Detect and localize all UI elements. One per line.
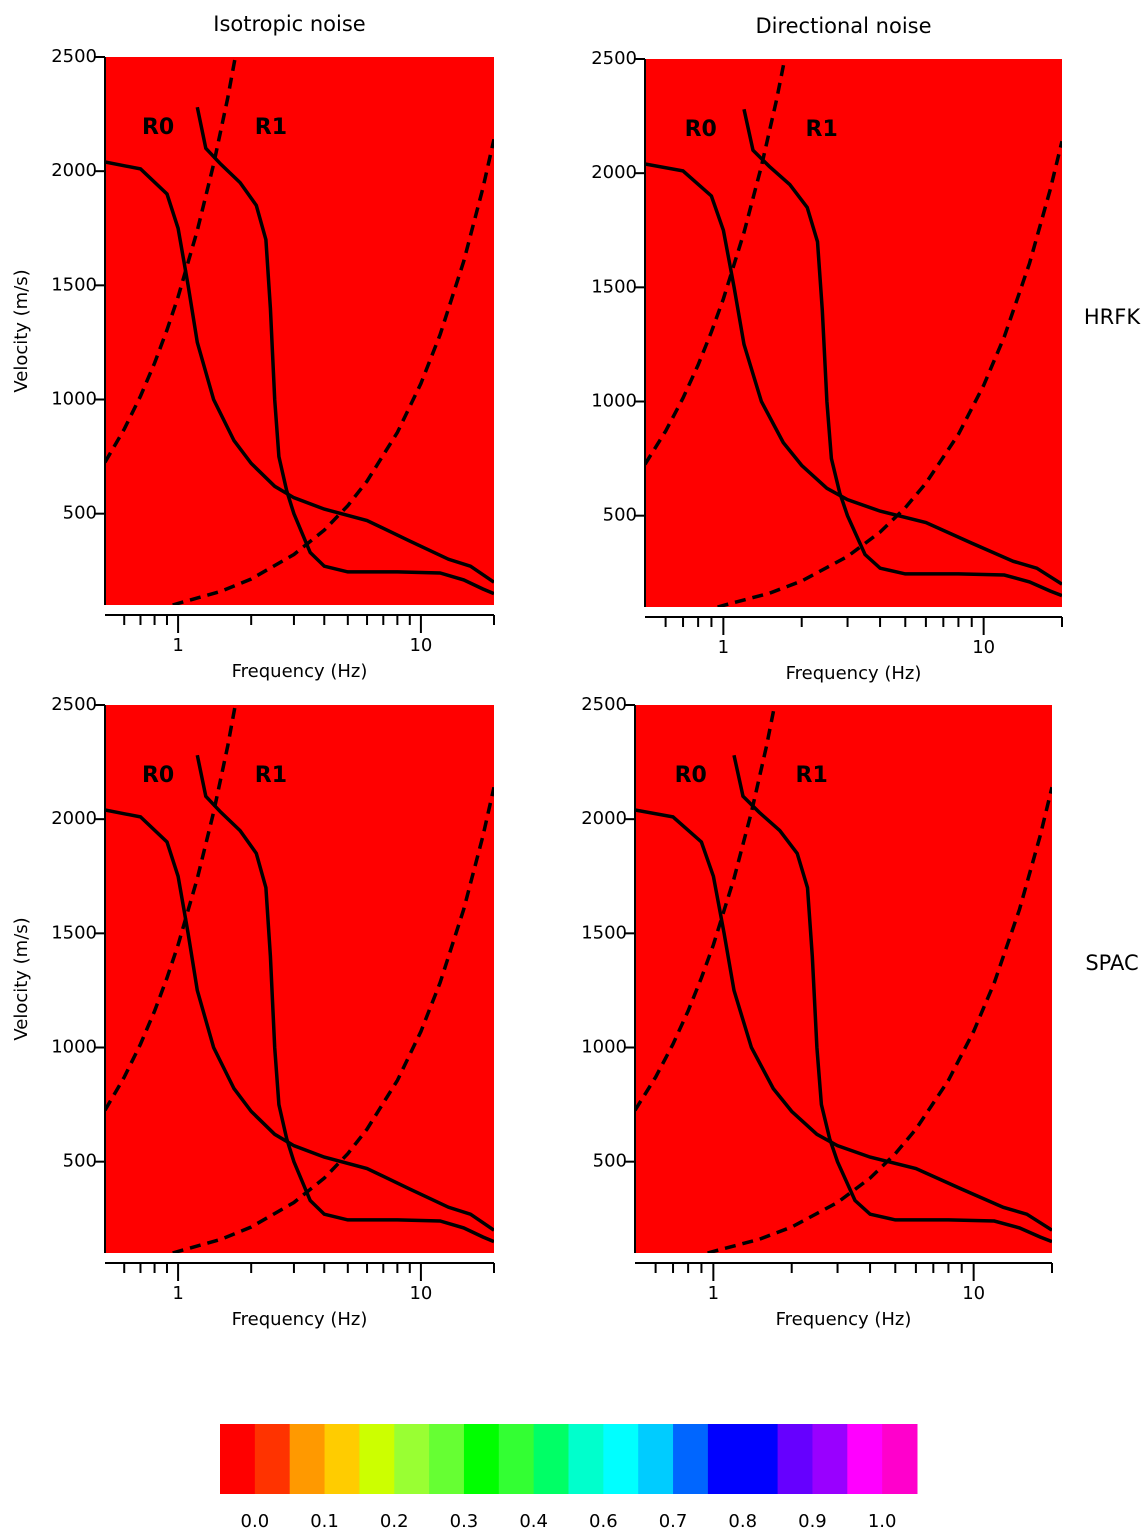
- dashed-curve: [717, 140, 1062, 607]
- y-tick-label: 1500: [581, 922, 627, 943]
- y-tick-label: 1000: [51, 389, 97, 410]
- colorbar-label: 0.0: [241, 1511, 270, 1532]
- dispersion-curve: [105, 808, 494, 1232]
- color-swatch: [533, 1424, 569, 1494]
- y-axis-label: Velocity (m/s): [11, 917, 32, 1040]
- dispersion-curve: [195, 754, 494, 1244]
- y-tick-label: 500: [603, 505, 637, 526]
- y-tick-label: 1000: [581, 1037, 627, 1058]
- colorbar-label: 1.0: [868, 1511, 897, 1532]
- color-swatch: [882, 1424, 918, 1494]
- y-axis-label: Velocity (m/s): [11, 269, 32, 392]
- y-tick-label: 2000: [581, 808, 627, 829]
- curve-label: R1: [806, 117, 838, 142]
- x-axis-label: Frequency (Hz): [232, 1309, 368, 1330]
- x-axis-label: Frequency (Hz): [776, 1309, 912, 1330]
- x-tick-label: 10: [409, 1283, 432, 1304]
- color-swatch: [220, 1424, 256, 1494]
- color-swatch: [847, 1424, 883, 1494]
- y-tick-label: 1500: [51, 274, 97, 295]
- heatmap-background: [105, 57, 494, 605]
- dispersion-curve: [732, 754, 1052, 1244]
- curve-label: R0: [685, 117, 717, 142]
- y-tick-label: 1500: [51, 922, 97, 943]
- color-swatch: [638, 1424, 674, 1494]
- curve-label: R0: [142, 763, 174, 788]
- x-tick-label: 10: [409, 635, 432, 656]
- row-label: SPAC: [1085, 951, 1138, 975]
- x-axis-label: Frequency (Hz): [232, 661, 368, 682]
- color-swatch: [777, 1424, 813, 1494]
- y-tick-label: 1500: [591, 276, 637, 297]
- curve-label: R0: [675, 763, 707, 788]
- x-axis-label: Frequency (Hz): [786, 663, 922, 684]
- colorbar-label: 0.9: [798, 1511, 827, 1532]
- dashed-curve: [707, 786, 1052, 1253]
- colorbar-label: 0.3: [450, 1511, 479, 1532]
- color-swatch: [603, 1424, 639, 1494]
- colorbar-label: 0.1: [310, 1511, 339, 1532]
- panel-title: Directional noise: [755, 14, 931, 38]
- colorbar-label: 0.8: [728, 1511, 757, 1532]
- color-swatch: [324, 1424, 360, 1494]
- dashed-curve: [172, 138, 494, 605]
- dashed-curve: [172, 786, 494, 1253]
- color-swatch: [498, 1424, 535, 1494]
- x-tick-label: 1: [172, 635, 183, 656]
- dispersion-curve: [645, 162, 1062, 586]
- colorbar-label: 0.2: [380, 1511, 409, 1532]
- dashed-curve: [105, 57, 238, 464]
- x-tick-label: 1: [708, 1283, 719, 1304]
- dashed-curve: [635, 705, 777, 1112]
- y-tick-label: 2000: [51, 160, 97, 181]
- row-label: HRFK: [1084, 305, 1141, 329]
- dispersion-curve: [742, 108, 1062, 598]
- curve-label: R0: [142, 115, 174, 140]
- heatmap-background: [635, 705, 1052, 1253]
- curve-label: R1: [796, 763, 828, 788]
- dispersion-curve: [635, 808, 1052, 1232]
- color-swatch: [742, 1424, 779, 1494]
- dashed-curve: [105, 705, 238, 1112]
- dispersion-curve: [195, 106, 494, 596]
- y-tick-label: 2500: [591, 48, 637, 69]
- color-swatch: [429, 1424, 465, 1494]
- colorbar-label: 0.7: [659, 1511, 688, 1532]
- y-tick-label: 2500: [51, 46, 97, 67]
- color-swatch: [673, 1424, 709, 1494]
- color-swatch: [289, 1424, 326, 1494]
- y-tick-label: 2000: [51, 808, 97, 829]
- y-tick-label: 500: [63, 503, 97, 524]
- color-swatch: [463, 1424, 500, 1494]
- y-tick-label: 2000: [591, 162, 637, 183]
- dispersion-curve: [105, 160, 494, 584]
- y-tick-label: 1000: [51, 1037, 97, 1058]
- y-tick-label: 2500: [581, 694, 627, 715]
- color-swatch: [568, 1424, 604, 1494]
- color-swatch: [359, 1424, 395, 1494]
- y-tick-label: 500: [593, 1151, 627, 1172]
- colorbar-label: 0.6: [589, 1511, 618, 1532]
- color-swatch: [812, 1424, 848, 1494]
- colorbar-label: 0.4: [519, 1511, 548, 1532]
- color-swatch: [254, 1424, 291, 1494]
- panel-title: Isotropic noise: [213, 12, 365, 36]
- heatmap-background: [105, 705, 494, 1253]
- x-tick-label: 1: [718, 637, 729, 658]
- x-tick-label: 10: [972, 637, 995, 658]
- y-tick-label: 2500: [51, 694, 97, 715]
- curve-label: R1: [255, 763, 287, 788]
- heatmap-background: [645, 59, 1062, 607]
- y-tick-label: 1000: [591, 391, 637, 412]
- y-tick-label: 500: [63, 1151, 97, 1172]
- x-tick-label: 1: [172, 1283, 183, 1304]
- color-swatch: [707, 1424, 744, 1494]
- curve-label: R1: [255, 115, 287, 140]
- x-tick-label: 10: [962, 1283, 985, 1304]
- dashed-curve: [645, 59, 787, 466]
- color-swatch: [394, 1424, 430, 1494]
